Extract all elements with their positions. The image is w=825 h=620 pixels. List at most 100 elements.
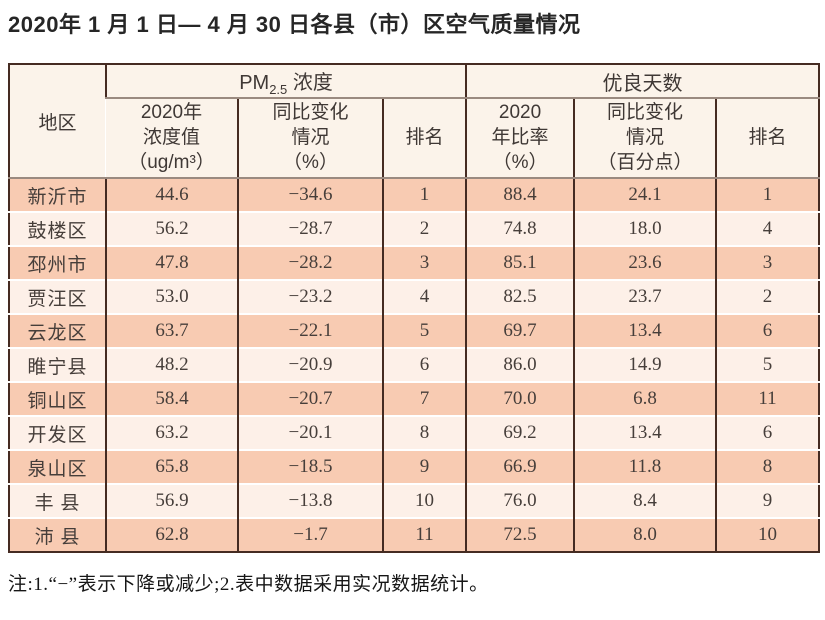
pm-rank-cell: 7	[381, 381, 467, 417]
pm25-label-prefix: PM	[239, 71, 270, 94]
pm25-label-suffix: 浓度	[287, 71, 333, 94]
good-days-rank-cell: 2	[715, 279, 820, 315]
page: 2020年 1 月 1 日— 4 月 30 日各县（市）区空气质量情况 地区 P…	[8, 12, 821, 596]
pm-rank-cell: 3	[381, 245, 467, 281]
good-days-change-cell: 14.9	[573, 347, 717, 383]
pm-rank-cell: 6	[381, 347, 467, 383]
pm-concentration-cell: 56.2	[105, 211, 238, 247]
good-days-change-cell: 8.0	[573, 517, 717, 553]
table-body: 新沂市 44.6 −34.6 1 88.4 24.1 1 鼓楼区 56.2 −28.7 2 74.8 1…	[9, 178, 820, 553]
table-row: 泉山区 65.8 −18.5 9 66.9 11.8 8	[9, 449, 820, 485]
good-days-ratio-cell: 72.5	[465, 517, 575, 553]
pm-concentration-cell: 65.8	[105, 449, 238, 485]
good-days-change-cell: 23.7	[573, 279, 717, 315]
pm-concentration-cell: 58.4	[105, 381, 238, 417]
good-days-ratio-cell: 82.5	[465, 279, 575, 315]
header-sub-row: 2020年 浓度值 （ug/m³） 同比变化 情况 （%） 排名 2020 年比…	[9, 98, 820, 180]
good-days-ratio-cell: 66.9	[465, 449, 575, 485]
table-row: 沛 县 62.8 −1.7 11 72.5 8.0 10	[9, 517, 820, 553]
table-row: 铜山区 58.4 −20.7 7 70.0 6.8 11	[9, 381, 820, 417]
col-header-pm-concentration: 2020年 浓度值 （ug/m³）	[106, 98, 238, 180]
good-days-ratio-cell: 85.1	[465, 245, 575, 281]
pm-change-cell: −1.7	[237, 517, 383, 553]
good-days-change-cell: 13.4	[573, 313, 717, 349]
region-cell: 云龙区	[9, 313, 106, 349]
col-header-good-ratio: 2020 年比率 （%）	[465, 98, 575, 180]
good-days-rank-cell: 8	[715, 449, 820, 485]
good-days-rank-cell: 5	[715, 347, 820, 383]
good-days-rank-cell: 11	[715, 381, 820, 417]
good-days-change-cell: 24.1	[573, 178, 717, 213]
pm-rank-cell: 8	[381, 415, 467, 451]
table-row: 睢宁县 48.2 −20.9 6 86.0 14.9 5	[9, 347, 820, 383]
pm-change-cell: −13.8	[237, 483, 383, 519]
pm-change-cell: −20.9	[237, 347, 383, 383]
region-cell: 鼓楼区	[9, 211, 106, 247]
page-title: 2020年 1 月 1 日— 4 月 30 日各县（市）区空气质量情况	[8, 12, 581, 37]
pm25-label-subscript: 2.5	[269, 81, 288, 97]
col-group-pm25: PM2.5 浓度	[104, 64, 467, 100]
pm-rank-cell: 9	[381, 449, 467, 485]
pm-change-cell: −20.7	[237, 381, 383, 417]
table-row: 邳州市 47.8 −28.2 3 85.1 23.6 3	[9, 245, 820, 281]
pm-concentration-cell: 53.0	[105, 279, 238, 315]
region-cell: 邳州市	[9, 245, 106, 281]
pm-change-cell: −28.2	[237, 245, 383, 281]
region-cell: 新沂市	[9, 178, 106, 213]
good-days-rank-cell: 6	[715, 313, 820, 349]
good-days-change-cell: 18.0	[573, 211, 717, 247]
pm-rank-cell: 10	[381, 483, 467, 519]
table-row: 云龙区 63.7 −22.1 5 69.7 13.4 6	[9, 313, 820, 349]
pm-concentration-cell: 47.8	[105, 245, 238, 281]
pm-change-cell: −23.2	[237, 279, 383, 315]
good-days-rank-cell: 9	[715, 483, 820, 519]
pm-concentration-cell: 62.8	[105, 517, 238, 553]
col-header-good-change: 同比变化 情况 （百分点）	[573, 98, 717, 180]
good-days-ratio-cell: 76.0	[465, 483, 575, 519]
good-days-ratio-cell: 88.4	[465, 178, 575, 213]
good-days-change-cell: 11.8	[573, 449, 717, 485]
region-cell: 沛 县	[9, 517, 106, 553]
good-days-change-cell: 23.6	[573, 245, 717, 281]
region-cell: 泉山区	[9, 449, 106, 485]
pm-concentration-cell: 44.6	[105, 178, 238, 213]
air-quality-table: 地区 PM2.5 浓度 优良天数 2020年 浓度值 （ug/m³） 同比变化 …	[8, 63, 821, 554]
table-header: 地区 PM2.5 浓度 优良天数 2020年 浓度值 （ug/m³） 同比变化 …	[9, 64, 820, 180]
good-days-rank-cell: 6	[715, 415, 820, 451]
table-row: 贾汪区 53.0 −23.2 4 82.5 23.7 2	[9, 279, 820, 315]
region-cell: 开发区	[9, 415, 106, 451]
table-row: 开发区 63.2 −20.1 8 69.2 13.4 6	[9, 415, 820, 451]
pm-change-cell: −20.1	[237, 415, 383, 451]
good-days-ratio-cell: 74.8	[465, 211, 575, 247]
good-days-change-cell: 6.8	[573, 381, 717, 417]
col-header-pm-change: 同比变化 情况 （%）	[237, 98, 383, 180]
good-days-ratio-cell: 70.0	[465, 381, 575, 417]
pm-rank-cell: 1	[381, 178, 467, 213]
good-days-rank-cell: 10	[715, 517, 820, 553]
region-cell: 丰 县	[9, 483, 106, 519]
pm-concentration-cell: 63.7	[105, 313, 238, 349]
table-row: 新沂市 44.6 −34.6 1 88.4 24.1 1	[9, 178, 820, 213]
col-header-region: 地区	[9, 64, 106, 180]
pm-change-cell: −34.6	[237, 178, 383, 213]
good-days-ratio-cell: 69.2	[465, 415, 575, 451]
pm-concentration-cell: 56.9	[105, 483, 238, 519]
region-cell: 铜山区	[9, 381, 106, 417]
good-days-ratio-cell: 86.0	[465, 347, 575, 383]
good-days-rank-cell: 3	[715, 245, 820, 281]
footnote: 注:1.“−”表示下降或减少;2.表中数据采用实况数据统计。	[8, 574, 489, 596]
good-days-rank-cell: 4	[715, 211, 820, 247]
col-group-good-days: 优良天数	[465, 64, 820, 100]
table-row: 丰 县 56.9 −13.8 10 76.0 8.4 9	[9, 483, 820, 519]
pm-rank-cell: 11	[381, 517, 467, 553]
header-group-row: 地区 PM2.5 浓度 优良天数	[9, 64, 820, 180]
table-row: 鼓楼区 56.2 −28.7 2 74.8 18.0 4	[9, 211, 820, 247]
pm-rank-cell: 5	[381, 313, 467, 349]
region-cell: 睢宁县	[9, 347, 106, 383]
pm-concentration-cell: 48.2	[105, 347, 238, 383]
pm-rank-cell: 2	[381, 211, 467, 247]
good-days-ratio-cell: 69.7	[465, 313, 575, 349]
pm-rank-cell: 4	[381, 279, 467, 315]
good-days-rank-cell: 1	[715, 178, 820, 213]
pm-change-cell: −22.1	[237, 313, 383, 349]
